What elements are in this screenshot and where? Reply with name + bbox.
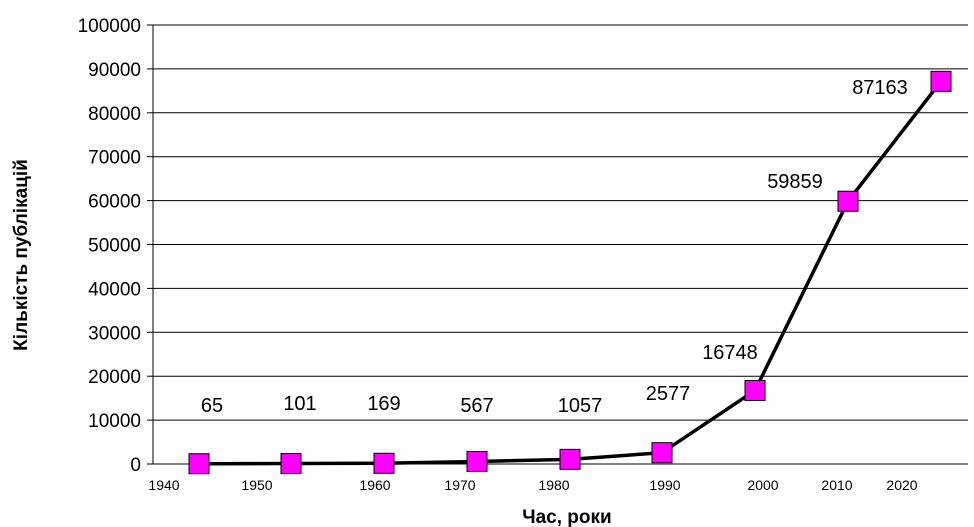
data-point-marker [373,452,395,474]
data-point-marker [744,379,766,401]
series-layer [188,70,952,475]
data-point-marker [188,453,210,475]
data-label: 16748 [702,342,758,364]
x-tick-label: 1970 [444,477,475,493]
data-label: 567 [460,395,493,417]
data-point-marker [837,190,859,212]
x-tick-label: 2020 [886,477,917,493]
y-tick-label: 70000 [88,148,141,169]
x-tick-label: 1960 [359,477,390,493]
y-tick-label: 10000 [88,411,141,432]
data-label: 87163 [852,77,908,99]
data-label: 1057 [558,395,603,417]
y-tick-label: 20000 [88,367,141,388]
y-tick-label: 60000 [88,192,141,213]
data-labels: 65 101 169 567 1057 2577 16748 59859 87163 [201,77,908,417]
gridlines [153,24,968,421]
y-tick-label: 30000 [88,323,141,344]
y-tick-labels: 0 10000 20000 30000 40000 50000 60000 70000 8000… [78,16,141,476]
data-label: 59859 [767,171,823,193]
x-axis-title: Час, роки [522,507,611,527]
data-label: 101 [283,393,316,415]
y-axis-title: Кількість публікацій [11,159,32,351]
data-point-marker [651,442,673,464]
data-point-marker [930,70,952,92]
x-tick-label: 1950 [241,477,272,493]
y-tick-label: 100000 [78,16,141,37]
y-tick-label: 80000 [88,104,141,125]
x-tick-label: 2010 [821,477,852,493]
data-point-marker [466,451,488,473]
y-tick-label: 90000 [88,60,141,81]
data-label: 65 [201,395,223,417]
y-tick-label: 50000 [88,236,141,257]
y-tick-label: 0 [130,455,141,476]
data-point-marker [280,453,302,475]
x-tick-labels: 1940 1950 1960 1970 1980 1990 2000 2010 2020 [148,477,917,493]
x-tick-label: 1980 [538,477,569,493]
x-tick-label: 2000 [747,477,778,493]
data-label: 169 [367,393,400,415]
x-tick-label: 1940 [148,477,179,493]
data-label: 2577 [646,383,691,405]
data-point-marker [559,448,581,470]
y-tick-label: 40000 [88,279,141,300]
x-tick-label: 1990 [649,477,680,493]
